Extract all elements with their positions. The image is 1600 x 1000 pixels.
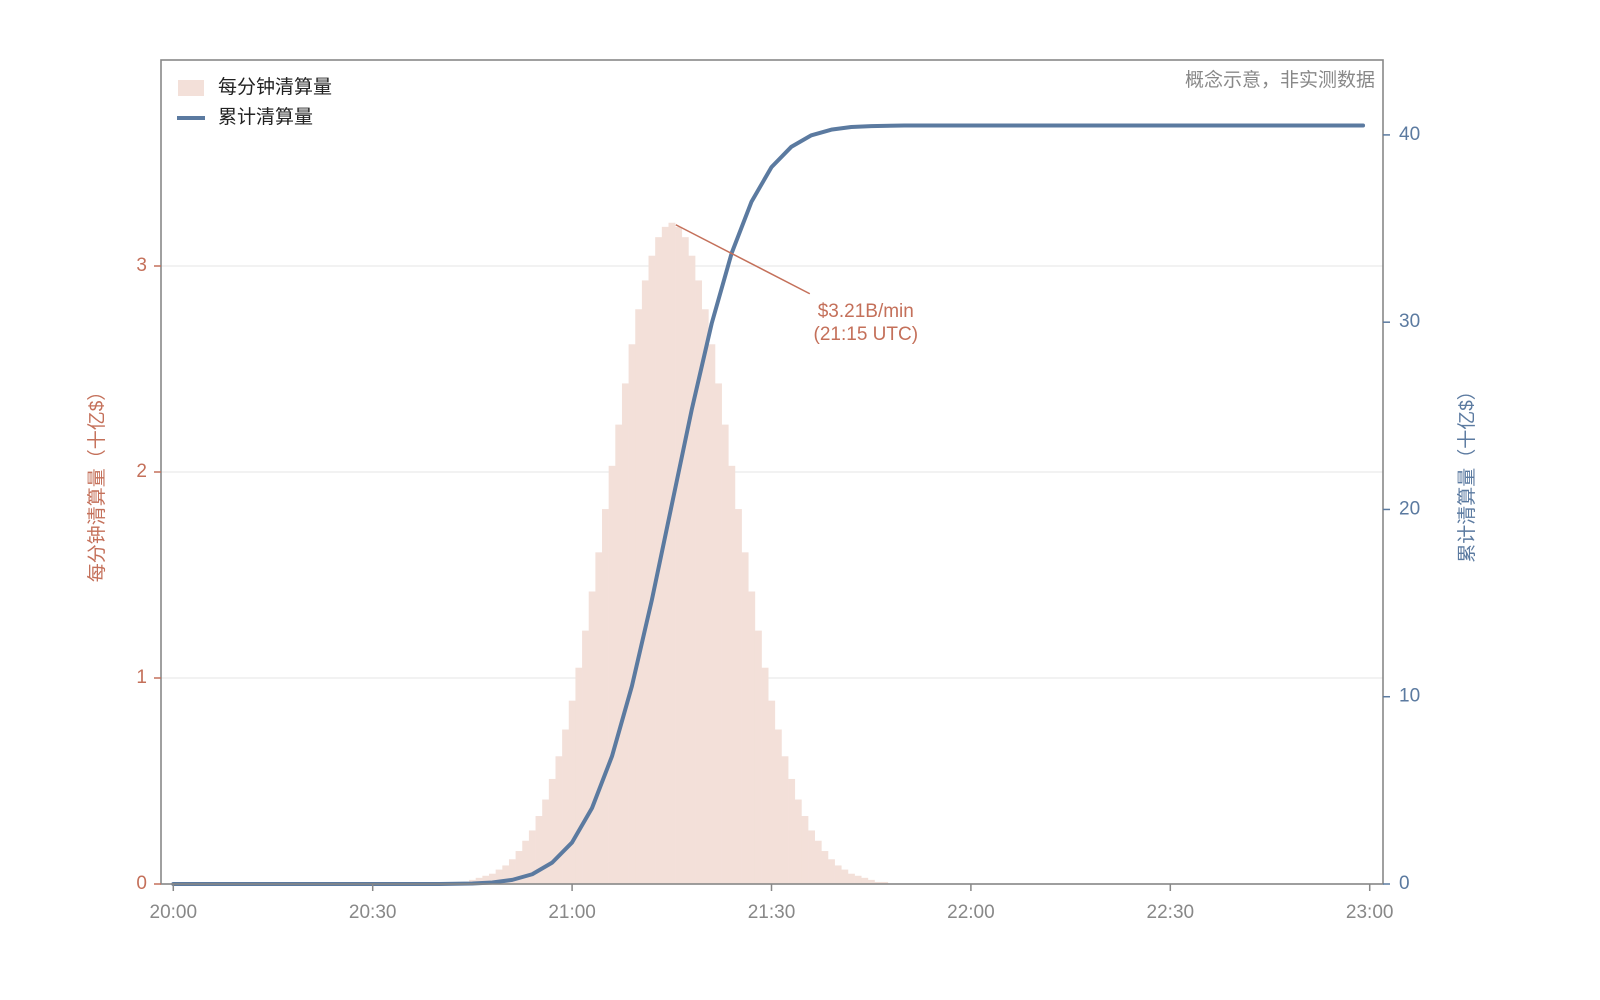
y2-tick-label: 20 <box>1399 498 1420 519</box>
bar <box>695 280 703 884</box>
bar <box>575 667 583 884</box>
bar <box>821 851 829 884</box>
bar <box>741 552 749 884</box>
bar <box>641 280 649 884</box>
bar <box>734 509 742 884</box>
bar <box>548 778 556 884</box>
bar <box>841 869 849 884</box>
bar <box>568 700 576 884</box>
bar <box>602 509 609 884</box>
bar <box>555 756 563 884</box>
y-tick-label: 3 <box>136 255 147 276</box>
bar <box>562 729 570 884</box>
bar <box>515 851 523 884</box>
legend-label: 每分钟清算量 <box>218 76 332 98</box>
x-tick-label: 22:30 <box>1147 902 1195 923</box>
y2-tick-label: 40 <box>1399 124 1420 145</box>
y2-tick-label: 10 <box>1399 686 1420 707</box>
y-tick-label: 2 <box>136 461 147 482</box>
bar <box>535 816 543 884</box>
bar <box>781 756 789 884</box>
y2-tick-label: 30 <box>1399 311 1420 332</box>
bar <box>861 877 869 884</box>
bar <box>768 700 776 884</box>
legend-swatch <box>178 80 204 96</box>
x-tick-label: 23:00 <box>1346 902 1394 923</box>
bar <box>728 465 736 884</box>
bar <box>615 424 623 884</box>
bar <box>608 465 616 884</box>
bar <box>661 226 669 885</box>
bar <box>854 875 862 884</box>
bar <box>881 881 889 884</box>
bar <box>808 830 816 884</box>
bar <box>588 591 596 884</box>
bar <box>794 799 802 884</box>
bar <box>482 875 490 884</box>
bar <box>847 873 855 884</box>
bar <box>814 840 822 884</box>
bar <box>754 630 762 884</box>
legend-label: 累计清算量 <box>218 106 313 128</box>
bar <box>475 877 483 884</box>
bar <box>701 309 709 884</box>
y-tick-label: 0 <box>136 873 147 894</box>
x-tick-label: 22:00 <box>947 902 995 923</box>
bar <box>761 667 769 884</box>
bar <box>495 869 503 884</box>
bar <box>827 859 835 884</box>
annotation-text: (21:15 UTC) <box>814 324 919 345</box>
bar <box>582 630 590 884</box>
annotation-text: $3.21B/min <box>818 301 914 322</box>
y2-axis-label: 累计清算量（十亿$） <box>1456 381 1478 563</box>
bar <box>721 424 729 884</box>
bar <box>774 729 782 884</box>
y2-tick-label: 0 <box>1399 873 1410 894</box>
bar <box>867 879 875 884</box>
bar <box>668 222 676 885</box>
x-tick-label: 21:30 <box>748 902 796 923</box>
bar <box>542 799 550 884</box>
y-tick-label: 1 <box>136 667 147 688</box>
bar <box>715 383 722 884</box>
bar <box>681 237 689 884</box>
x-tick-label: 20:00 <box>150 902 198 923</box>
note: 概念示意，非实测数据 <box>1185 68 1375 91</box>
bar <box>648 255 656 884</box>
bar <box>502 865 510 884</box>
bar <box>801 816 809 884</box>
bar <box>834 865 842 884</box>
x-tick-label: 20:30 <box>349 902 397 923</box>
bar <box>635 309 643 884</box>
bar <box>489 873 496 884</box>
bar <box>874 881 882 884</box>
bar <box>675 226 683 885</box>
bar <box>788 778 796 884</box>
line <box>171 123 1366 886</box>
bar <box>628 344 636 884</box>
bar <box>748 591 756 884</box>
bar <box>708 344 716 884</box>
bar <box>621 383 629 884</box>
bar <box>595 552 603 884</box>
bar <box>528 830 536 884</box>
y-axis-label: 每分钟清算量（十亿$） <box>86 382 108 583</box>
annotation-line <box>675 224 811 295</box>
bar <box>508 859 516 884</box>
bar <box>522 840 530 884</box>
x-tick-label: 21:00 <box>548 902 596 923</box>
bar <box>688 255 696 884</box>
